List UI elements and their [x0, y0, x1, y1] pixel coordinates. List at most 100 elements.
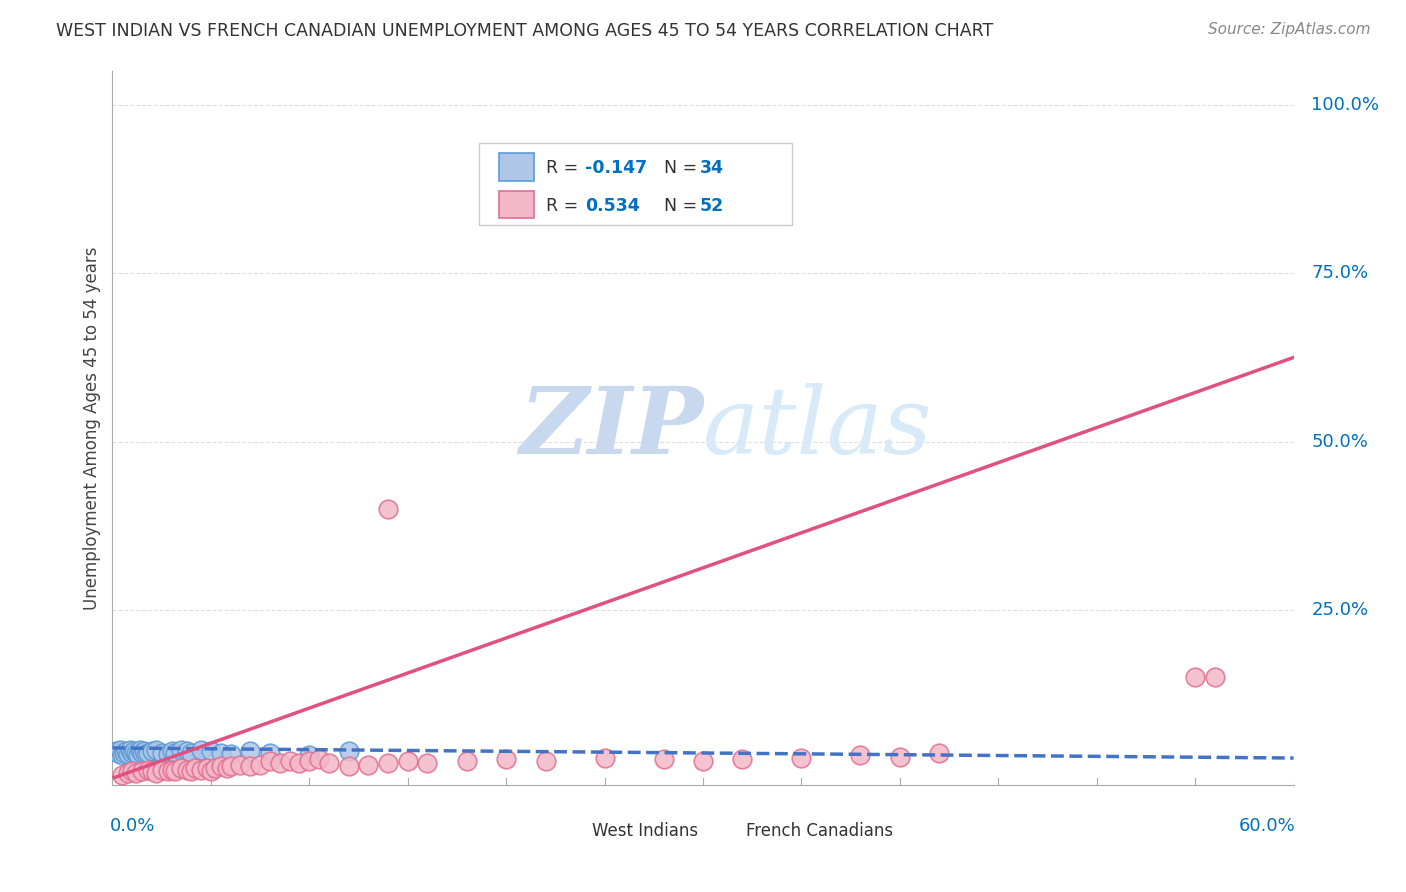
Point: [456, 755, 478, 769]
Point: [298, 747, 321, 762]
Point: [239, 759, 262, 773]
Point: [160, 744, 183, 758]
Point: [209, 746, 232, 760]
Text: R =: R =: [546, 196, 583, 214]
Point: [200, 764, 222, 779]
Point: [156, 747, 179, 761]
Point: [150, 763, 173, 777]
Point: [416, 756, 439, 771]
Point: [249, 757, 271, 772]
FancyBboxPatch shape: [709, 822, 738, 840]
Point: [111, 768, 134, 782]
Point: [889, 749, 911, 764]
Point: [195, 761, 218, 775]
Point: [141, 744, 163, 758]
Point: [120, 743, 142, 757]
Point: [145, 743, 167, 757]
Point: [731, 752, 754, 766]
Point: [652, 752, 675, 766]
Point: [121, 764, 143, 779]
Point: [127, 747, 149, 762]
Point: [129, 743, 152, 757]
Text: 0.534: 0.534: [585, 196, 640, 214]
Point: [136, 763, 159, 777]
Text: N =: N =: [664, 160, 703, 178]
Point: [176, 744, 198, 758]
Text: 52: 52: [699, 196, 724, 214]
Text: -0.147: -0.147: [585, 160, 647, 178]
FancyBboxPatch shape: [555, 822, 585, 840]
Point: [122, 744, 145, 758]
Point: [377, 756, 399, 771]
Point: [396, 755, 419, 769]
Point: [229, 757, 252, 772]
Point: [308, 752, 330, 766]
Point: [125, 746, 148, 760]
FancyBboxPatch shape: [499, 191, 534, 218]
Point: [259, 746, 281, 760]
Point: [125, 765, 148, 780]
Text: 0.0%: 0.0%: [110, 817, 156, 835]
Point: [298, 755, 321, 769]
Point: [170, 743, 193, 757]
Point: [111, 747, 134, 762]
Point: [318, 756, 340, 771]
Text: French Canadians: French Canadians: [745, 822, 893, 839]
Point: [115, 744, 138, 758]
FancyBboxPatch shape: [499, 153, 534, 180]
Point: [117, 747, 139, 761]
Point: [288, 756, 311, 771]
Text: 75.0%: 75.0%: [1312, 264, 1368, 283]
Point: [145, 765, 167, 780]
Point: [136, 746, 159, 760]
Point: [132, 744, 155, 758]
Text: atlas: atlas: [703, 384, 932, 473]
Text: Source: ZipAtlas.com: Source: ZipAtlas.com: [1208, 22, 1371, 37]
Point: [131, 764, 153, 779]
Point: [209, 759, 232, 773]
Point: [141, 764, 163, 779]
Text: WEST INDIAN VS FRENCH CANADIAN UNEMPLOYMENT AMONG AGES 45 TO 54 YEARS CORRELATIO: WEST INDIAN VS FRENCH CANADIAN UNEMPLOYM…: [56, 22, 994, 40]
FancyBboxPatch shape: [478, 143, 792, 225]
Point: [170, 761, 193, 775]
Point: [105, 744, 128, 758]
Point: [112, 746, 135, 760]
Point: [176, 763, 198, 777]
Point: [495, 752, 517, 766]
Point: [156, 764, 179, 779]
Point: [150, 746, 173, 760]
Point: [239, 744, 262, 758]
Text: N =: N =: [664, 196, 703, 214]
Point: [278, 755, 301, 769]
Point: [200, 744, 222, 758]
Point: [692, 755, 714, 769]
Point: [337, 759, 360, 773]
Point: [165, 746, 187, 760]
Point: [117, 765, 139, 780]
Point: [121, 746, 143, 760]
Point: [534, 755, 557, 769]
Point: [928, 746, 950, 760]
Point: [593, 751, 616, 765]
Point: [131, 746, 153, 760]
Point: [1184, 670, 1206, 684]
Point: [180, 746, 202, 760]
Point: [215, 761, 238, 775]
Point: [190, 763, 212, 777]
Text: 50.0%: 50.0%: [1312, 433, 1368, 450]
Text: 34: 34: [699, 160, 724, 178]
Text: West Indians: West Indians: [592, 822, 699, 839]
Point: [107, 746, 129, 760]
Text: 100.0%: 100.0%: [1312, 96, 1379, 114]
Point: [337, 744, 360, 758]
Point: [269, 756, 291, 771]
Point: [160, 763, 183, 777]
Point: [219, 747, 242, 761]
Text: 25.0%: 25.0%: [1312, 601, 1368, 619]
Point: [259, 755, 281, 769]
Point: [184, 761, 207, 775]
Point: [110, 743, 132, 757]
Point: [165, 764, 187, 779]
Point: [180, 764, 202, 779]
Point: [377, 502, 399, 516]
